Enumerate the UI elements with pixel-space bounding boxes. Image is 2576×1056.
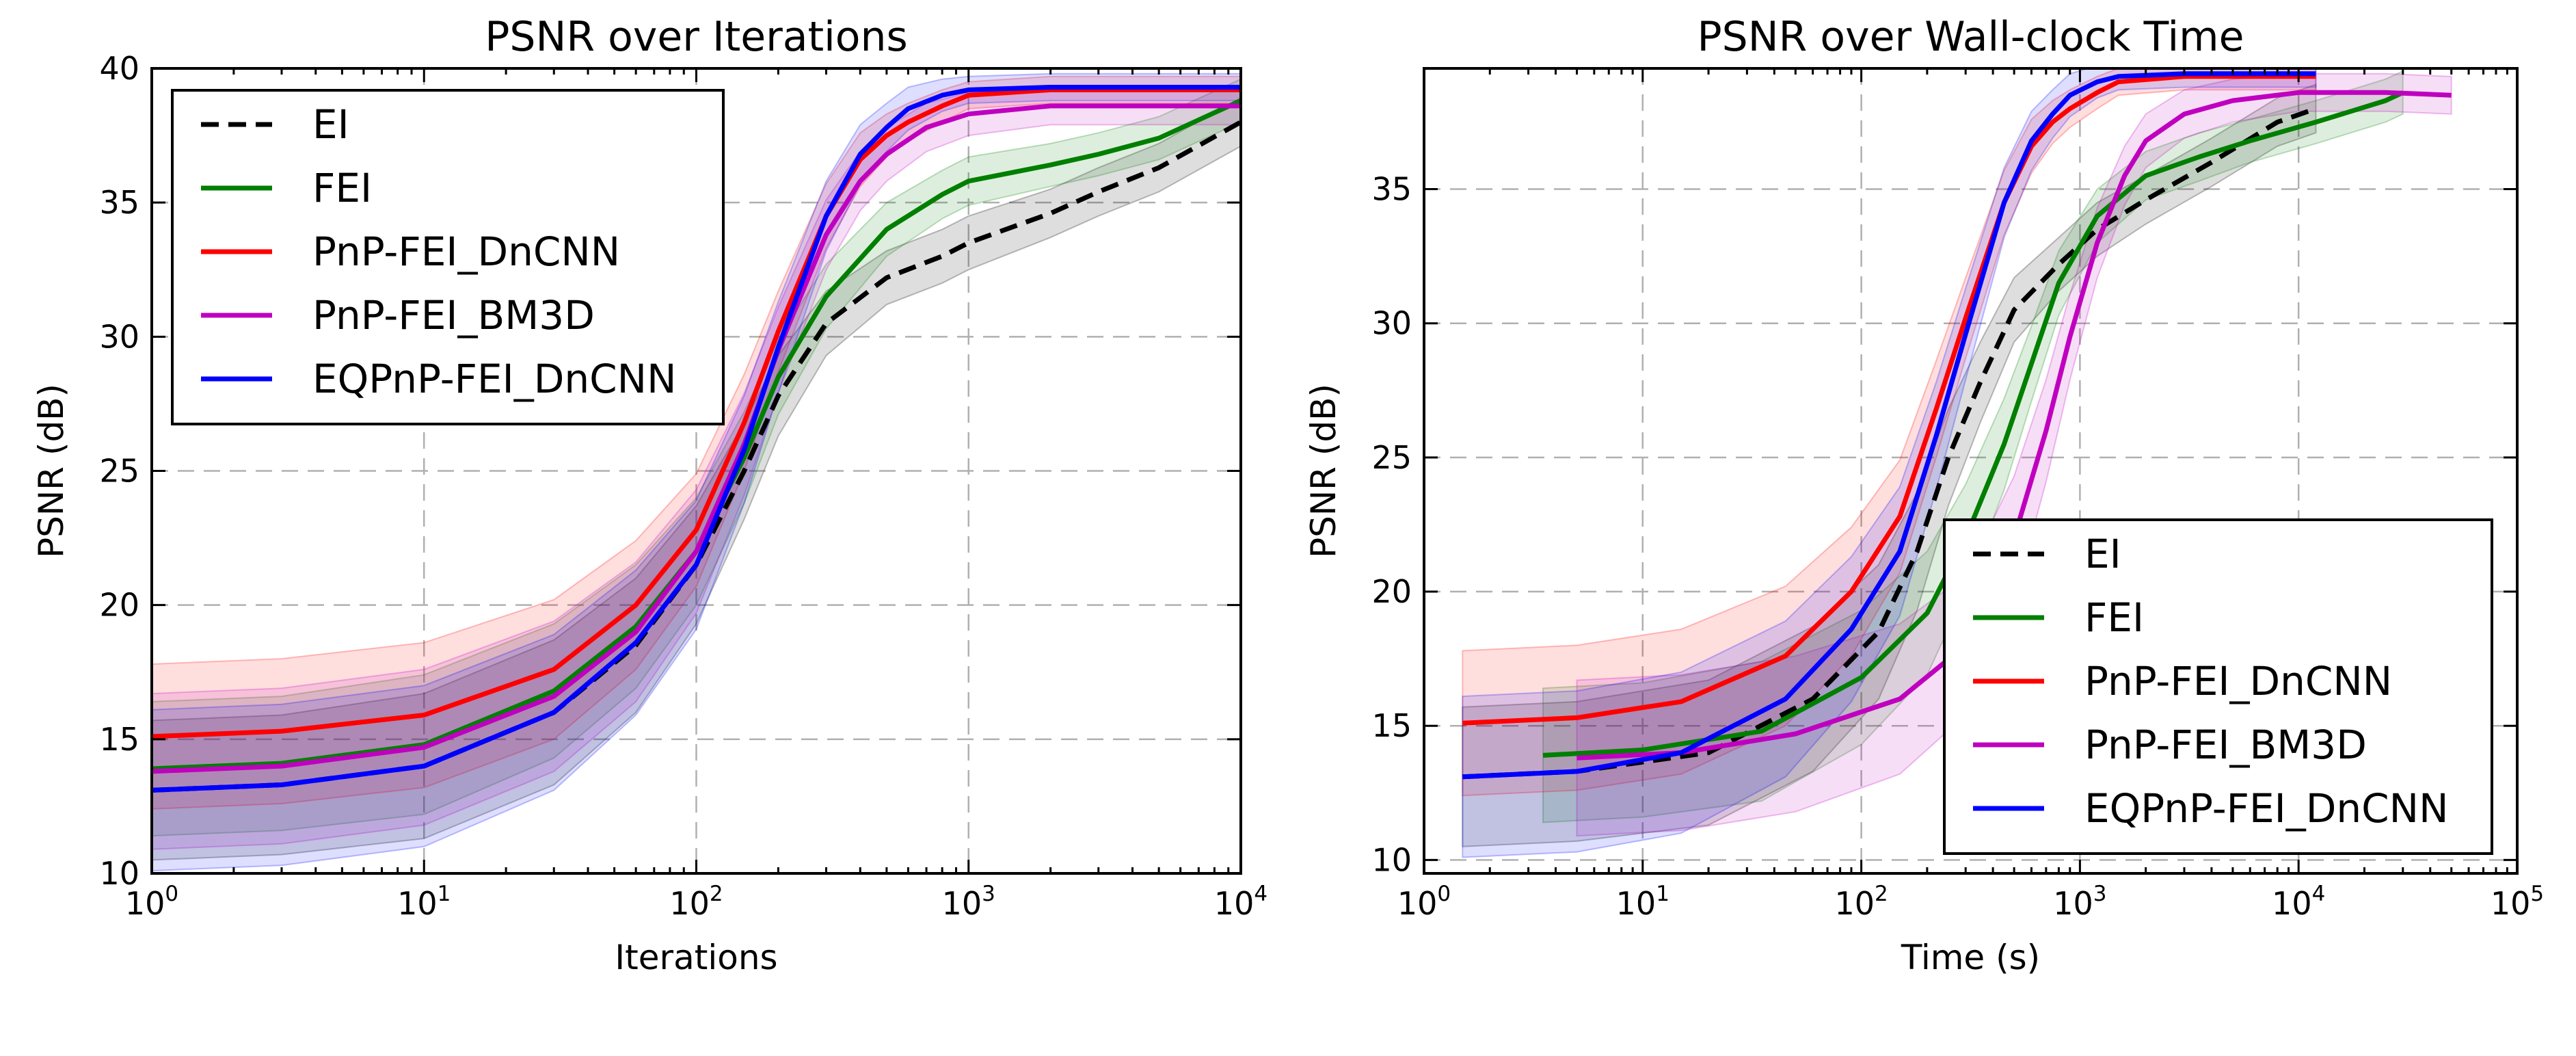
x-tick-label: 103 <box>2053 882 2106 922</box>
y-tick-label: 35 <box>99 184 139 221</box>
legend-label: FEI <box>2084 594 2144 641</box>
y-tick-label: 20 <box>99 587 139 624</box>
x-tick-label: 103 <box>942 882 995 922</box>
x-tick-label: 102 <box>669 882 723 922</box>
x-tick-label: 104 <box>2272 882 2325 922</box>
y-tick-label: 15 <box>99 721 139 758</box>
y-axis-label: PSNR (dB) <box>1304 384 1343 558</box>
band-eqpnp-fei-dncnn <box>152 72 1241 872</box>
y-tick-label: 15 <box>1371 707 1412 744</box>
y-tick-label: 40 <box>99 50 139 87</box>
legend-label: EI <box>312 101 349 148</box>
line-pnp-fei-bm3d <box>1577 90 2452 761</box>
x-axis-label: Iterations <box>615 938 777 977</box>
band-fei <box>1542 70 2404 823</box>
legend-label: PnP-FEI_DnCNN <box>2084 658 2392 704</box>
plot-area <box>1462 68 2452 858</box>
chart-title: PSNR over Wall-clock Time <box>1697 13 2244 61</box>
y-tick-label: 10 <box>99 855 139 892</box>
legend-label: EI <box>2084 531 2121 577</box>
chart-title: PSNR over Iterations <box>485 13 908 61</box>
legend: EI FEI PnP-FEI_DnCNN PnP-FEI_BM3D EQPnP-FEI_… <box>1943 518 2493 855</box>
y-tick-label: 30 <box>99 318 139 355</box>
plot-area <box>152 72 1241 872</box>
band-pnp-fei-bm3d <box>152 86 1241 850</box>
band-eqpnp-fei-dncnn <box>1462 68 2317 858</box>
legend-label: FEI <box>312 165 372 211</box>
y-tick-label: 25 <box>99 453 139 490</box>
x-axis-label: Time (s) <box>1901 938 2040 977</box>
band-pnp-fei-dncnn <box>152 75 1241 810</box>
y-axis-label: PSNR (dB) <box>31 384 71 558</box>
x-tick-label: 104 <box>1214 882 1267 922</box>
legend-box <box>1943 518 2493 855</box>
legend-label: PnP-FEI_BM3D <box>312 292 595 339</box>
x-tick-label: 102 <box>1834 882 1888 922</box>
band-fei <box>152 78 1241 837</box>
legend-label: PnP-FEI_DnCNN <box>312 228 620 275</box>
y-tick-label: 35 <box>1371 171 1412 208</box>
y-tick-label: 10 <box>1371 841 1412 878</box>
y-tick-label: 25 <box>1371 439 1412 476</box>
line-pnp-fei-bm3d <box>152 103 1241 774</box>
x-tick-label: 100 <box>1397 882 1451 922</box>
legend-box <box>171 89 725 425</box>
legend-label: EQPnP-FEI_DnCNN <box>312 356 676 402</box>
axes-frame <box>1423 67 2519 875</box>
x-tick-label: 105 <box>2491 882 2544 922</box>
x-tick-label: 100 <box>125 882 178 922</box>
panel-psnr-over-wall-clock-time: 100 101 102 103 104 105 10 15 20 25 30 35 PSNR over … <box>1304 13 2544 977</box>
line-fei <box>1542 90 2404 758</box>
line-eqpnp-fei-dncnn <box>152 85 1241 793</box>
line-eqpnp-fei-dncnn <box>1462 71 2316 780</box>
legend-label: PnP-FEI_BM3D <box>2084 722 2367 768</box>
x-tick-label: 101 <box>397 882 451 922</box>
x-tick-label: 101 <box>1616 882 1669 922</box>
band-pnp-fei-dncnn <box>1462 68 2317 797</box>
line-fei <box>152 98 1241 771</box>
y-tick-label: 20 <box>1371 573 1412 610</box>
y-tick-label: 30 <box>1371 305 1412 342</box>
panel-psnr-over-iterations: 100 101 102 103 104 10 15 20 25 30 35 40 PSNR over I… <box>31 13 1267 977</box>
legend: EI FEI PnP-FEI_DnCNN PnP-FEI_BM3D EQPnP-FEI_… <box>171 89 725 425</box>
legend-label: EQPnP-FEI_DnCNN <box>2084 785 2448 832</box>
